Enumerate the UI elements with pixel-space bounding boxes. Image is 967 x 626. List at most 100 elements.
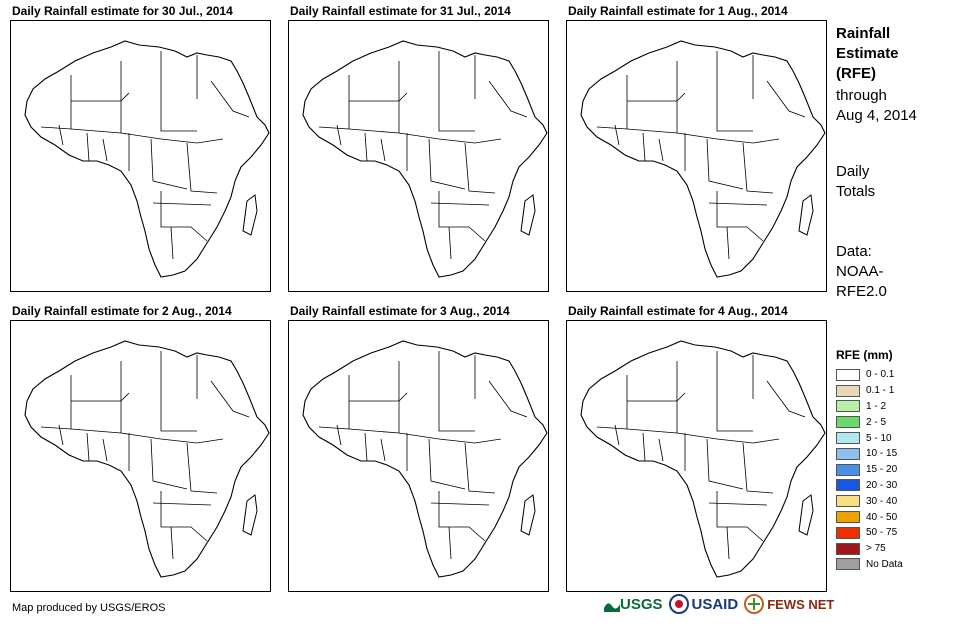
country-border bbox=[160, 191, 208, 242]
legend-swatch bbox=[836, 400, 860, 413]
country-border bbox=[150, 138, 188, 190]
legend-swatch bbox=[836, 511, 860, 524]
legend-swatch bbox=[836, 495, 860, 508]
legend-label: 0.1 - 1 bbox=[866, 385, 895, 397]
country-border bbox=[150, 438, 188, 490]
country-border bbox=[706, 138, 744, 190]
country-border bbox=[160, 51, 197, 132]
country-border bbox=[430, 502, 490, 506]
legend-item: 40 - 50 bbox=[836, 509, 903, 525]
legend-item: No Data bbox=[836, 557, 903, 573]
through-date: through Aug 4, 2014 bbox=[836, 87, 917, 124]
africa-coastline bbox=[580, 340, 826, 578]
usgs-logo: USGS bbox=[604, 596, 663, 613]
country-border bbox=[58, 124, 64, 146]
country-border bbox=[742, 142, 774, 194]
country-border bbox=[614, 424, 620, 446]
country-border bbox=[438, 191, 486, 242]
country-border bbox=[152, 202, 212, 206]
legend-swatch bbox=[836, 479, 860, 492]
country-border bbox=[642, 432, 646, 462]
country-border bbox=[464, 442, 496, 494]
legend-item: 0 - 0.1 bbox=[836, 367, 903, 383]
country-border bbox=[102, 138, 108, 162]
country-border bbox=[726, 226, 730, 260]
country-border bbox=[642, 132, 646, 162]
country-border bbox=[86, 432, 90, 462]
country-border bbox=[318, 126, 502, 144]
country-border bbox=[438, 351, 475, 432]
country-border bbox=[438, 491, 486, 542]
daily-totals-label: Daily Totals bbox=[836, 163, 876, 200]
africa-coastline bbox=[302, 340, 548, 578]
usaid-logo: USAID bbox=[668, 594, 738, 614]
country-border bbox=[448, 526, 452, 560]
legend-swatch bbox=[836, 558, 860, 571]
legend-item: > 75 bbox=[836, 541, 903, 557]
country-border bbox=[766, 380, 806, 418]
madagascar-outline bbox=[242, 494, 258, 536]
legend-label: 2 - 5 bbox=[866, 416, 887, 428]
country-border bbox=[614, 124, 620, 146]
country-border bbox=[428, 438, 466, 490]
legend-item: 50 - 75 bbox=[836, 525, 903, 541]
legend-swatch bbox=[836, 542, 860, 555]
country-border bbox=[766, 80, 806, 118]
legend-item: 30 - 40 bbox=[836, 493, 903, 509]
country-border bbox=[708, 502, 768, 506]
country-border bbox=[170, 226, 174, 260]
partner-logos: USGS USAID FEWS NET bbox=[604, 594, 834, 614]
legend-label: No Data bbox=[866, 558, 903, 570]
country-border bbox=[336, 124, 342, 146]
country-border bbox=[318, 426, 502, 444]
africa-coastline bbox=[580, 40, 826, 278]
map-panel-2 bbox=[288, 20, 549, 292]
map-panel-3 bbox=[566, 20, 827, 292]
legend-item: 2 - 5 bbox=[836, 414, 903, 430]
country-border bbox=[430, 202, 490, 206]
legend-label: 1 - 2 bbox=[866, 400, 887, 412]
legend-item: 1 - 2 bbox=[836, 399, 903, 415]
madagascar-outline bbox=[798, 494, 814, 536]
country-border bbox=[716, 191, 764, 242]
legend-swatch bbox=[836, 416, 860, 429]
country-border bbox=[160, 351, 197, 432]
panel-title-4: Daily Rainfall estimate for 2 Aug., 2014 bbox=[12, 304, 232, 318]
map-panel-5 bbox=[288, 320, 549, 592]
map-panel-6 bbox=[566, 320, 827, 592]
country-border bbox=[186, 442, 218, 494]
legend-swatch bbox=[836, 447, 860, 460]
country-border bbox=[716, 491, 764, 542]
country-border bbox=[86, 132, 90, 162]
legend-label: 40 - 50 bbox=[866, 511, 898, 523]
map-credit: Map produced by USGS/EROS bbox=[12, 602, 166, 614]
legend-swatch bbox=[836, 463, 860, 476]
panel-title-3: Daily Rainfall estimate for 1 Aug., 2014 bbox=[568, 4, 788, 18]
panel-title-1: Daily Rainfall estimate for 30 Jul., 201… bbox=[12, 4, 233, 18]
country-border bbox=[40, 426, 224, 444]
panel-title-5: Daily Rainfall estimate for 3 Aug., 2014 bbox=[290, 304, 510, 318]
map-panel-1 bbox=[10, 20, 271, 292]
country-border bbox=[706, 438, 744, 490]
legend-label: > 75 bbox=[866, 543, 886, 555]
country-border bbox=[186, 142, 218, 194]
legend-swatch bbox=[836, 368, 860, 381]
fews-net-logo: FEWS NET bbox=[744, 594, 834, 614]
legend-swatch bbox=[836, 526, 860, 539]
madagascar-outline bbox=[798, 194, 814, 236]
legend-title: RFE (mm) bbox=[836, 348, 893, 362]
country-border bbox=[364, 132, 368, 162]
legend-swatch bbox=[836, 432, 860, 445]
country-border bbox=[726, 526, 730, 560]
country-border bbox=[160, 491, 208, 542]
country-border bbox=[488, 380, 528, 418]
country-border bbox=[716, 51, 753, 132]
country-border bbox=[448, 226, 452, 260]
legend-item: 15 - 20 bbox=[836, 462, 903, 478]
country-border bbox=[716, 351, 753, 432]
legend-swatch bbox=[836, 384, 860, 397]
legend-item: 10 - 15 bbox=[836, 446, 903, 462]
country-border bbox=[170, 526, 174, 560]
country-border bbox=[380, 138, 386, 162]
madagascar-outline bbox=[242, 194, 258, 236]
